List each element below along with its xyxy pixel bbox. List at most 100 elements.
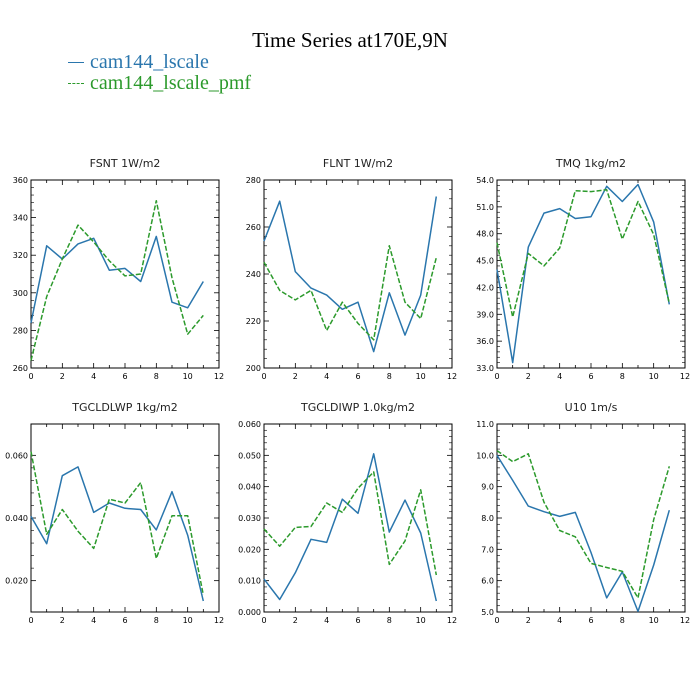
y-tick-label: 36.0: [476, 337, 494, 346]
panel-title: TGCLDLWP 1kg/m2: [71, 401, 177, 414]
y-tick-label: 0.060: [238, 420, 261, 429]
x-tick-label: 8: [154, 372, 159, 381]
series-line-2: [496, 449, 671, 599]
y-tick-label: 0.010: [238, 577, 261, 586]
legend: cam144_lscale cam144_lscale_pmf: [68, 52, 251, 94]
x-tick-label: 4: [324, 372, 329, 381]
y-tick-label: 54.0: [476, 176, 494, 185]
y-tick-label: 42.0: [476, 283, 494, 292]
y-tick-label: 6.0: [481, 577, 494, 586]
x-tick-label: 12: [447, 372, 457, 381]
x-tick-label: 12: [447, 616, 457, 625]
y-tick-label: 0.060: [5, 451, 28, 460]
series-line-1: [30, 235, 204, 324]
x-tick-label: 12: [214, 372, 224, 381]
y-tick-label: 0.030: [238, 514, 261, 523]
panel-5: TGCLDIWP 1.0kg/m2 0 2 4 6 8 10 12 0.000 0.010 0.02…: [238, 401, 457, 625]
x-tick-label: 2: [60, 616, 65, 625]
x-tick-label: 4: [557, 372, 562, 381]
x-tick-label: 6: [588, 372, 593, 381]
x-tick-label: 8: [387, 616, 392, 625]
x-tick-label: 8: [620, 372, 625, 381]
y-tick-label: 260: [13, 364, 28, 373]
panel-6: U10 1m/s 0 2 4 6 8 10 12 5.0 6.0 7.0 8.0 9.0 10.0 11.0: [476, 401, 690, 625]
y-tick-label: 0.020: [5, 577, 28, 586]
y-tick-label: 39.0: [476, 310, 494, 319]
y-tick-label: 0.050: [238, 451, 261, 460]
x-tick-label: 10: [416, 372, 426, 381]
plot-frame: [496, 423, 686, 613]
x-tick-label: 2: [526, 616, 531, 625]
y-tick-label: 9.0: [481, 483, 494, 492]
plot-frame: [263, 423, 453, 613]
x-tick-label: 4: [91, 616, 96, 625]
y-tick-label: 51.0: [476, 203, 494, 212]
panel-title: U10 1m/s: [565, 401, 618, 414]
panel-title: FSNT 1W/m2: [90, 157, 161, 170]
x-tick-label: 0: [494, 616, 499, 625]
x-tick-label: 0: [28, 372, 33, 381]
y-tick-label: 0.020: [238, 545, 261, 554]
x-tick-label: 0: [494, 372, 499, 381]
y-tick-label: 48.0: [476, 230, 494, 239]
series-line-2: [30, 199, 204, 361]
x-tick-label: 8: [387, 372, 392, 381]
y-tick-label: 240: [246, 270, 261, 279]
y-tick-label: 10.0: [476, 451, 494, 460]
panel-title: FLNT 1W/m2: [323, 157, 393, 170]
x-tick-label: 2: [526, 372, 531, 381]
x-tick-label: 0: [28, 616, 33, 625]
legend-swatch-2: [68, 83, 84, 84]
panel-1: FSNT 1W/m2 0 2 4 6 8 10 12 260 280 300 320 340 360: [13, 157, 224, 381]
x-tick-label: 0: [261, 372, 266, 381]
series-line-1: [263, 453, 438, 602]
y-tick-label: 260: [246, 223, 261, 232]
x-tick-label: 2: [60, 372, 65, 381]
x-tick-label: 6: [355, 372, 360, 381]
legend-item-1: cam144_lscale: [68, 52, 251, 73]
series-line-1: [496, 454, 671, 613]
series-line-1: [263, 196, 438, 353]
series-line-2: [496, 189, 671, 318]
x-tick-label: 6: [122, 372, 127, 381]
legend-label-2: cam144_lscale_pmf: [90, 72, 252, 94]
x-tick-label: 8: [620, 616, 625, 625]
x-tick-label: 10: [649, 372, 659, 381]
panel-2: FLNT 1W/m2 0 2 4 6 8 10 12 200 220 240 260 280: [246, 157, 457, 381]
x-tick-label: 12: [680, 616, 690, 625]
legend-swatch-1: [68, 62, 84, 63]
x-tick-label: 12: [680, 372, 690, 381]
legend-item-2: cam144_lscale_pmf: [68, 73, 251, 94]
y-tick-label: 33.0: [476, 364, 494, 373]
y-tick-label: 7.0: [481, 545, 494, 554]
plot-frame: [30, 423, 220, 613]
y-tick-label: 280: [13, 326, 28, 335]
y-tick-label: 200: [246, 364, 261, 373]
x-tick-label: 6: [122, 616, 127, 625]
panel-title: TMQ 1kg/m2: [555, 157, 626, 170]
x-tick-label: 0: [261, 616, 266, 625]
panel-3: TMQ 1kg/m2 0 2 4 6 8 10 12 33.0 36.0 39.0 42.0 45.0 4…: [476, 157, 690, 381]
panel-title: TGCLDIWP 1.0kg/m2: [300, 401, 415, 414]
x-tick-label: 10: [183, 616, 193, 625]
x-tick-label: 6: [355, 616, 360, 625]
y-tick-label: 320: [13, 251, 28, 260]
x-tick-label: 10: [183, 372, 193, 381]
y-tick-label: 300: [13, 289, 28, 298]
panel-4: TGCLDLWP 1kg/m2 0 2 4 6 8 10 12 0.020 0.040 0.060: [5, 401, 224, 625]
x-tick-label: 10: [416, 616, 426, 625]
x-tick-label: 4: [91, 372, 96, 381]
x-tick-label: 6: [588, 616, 593, 625]
y-tick-label: 45.0: [476, 257, 494, 266]
x-tick-label: 2: [293, 616, 298, 625]
x-tick-label: 8: [154, 616, 159, 625]
figure-title: Time Series at170E,9N: [252, 28, 448, 52]
series-line-1: [30, 466, 205, 602]
y-tick-label: 0.000: [238, 608, 261, 617]
x-tick-label: 12: [214, 616, 224, 625]
x-tick-label: 10: [649, 616, 659, 625]
y-tick-label: 280: [246, 176, 261, 185]
series-line-2: [30, 451, 205, 595]
